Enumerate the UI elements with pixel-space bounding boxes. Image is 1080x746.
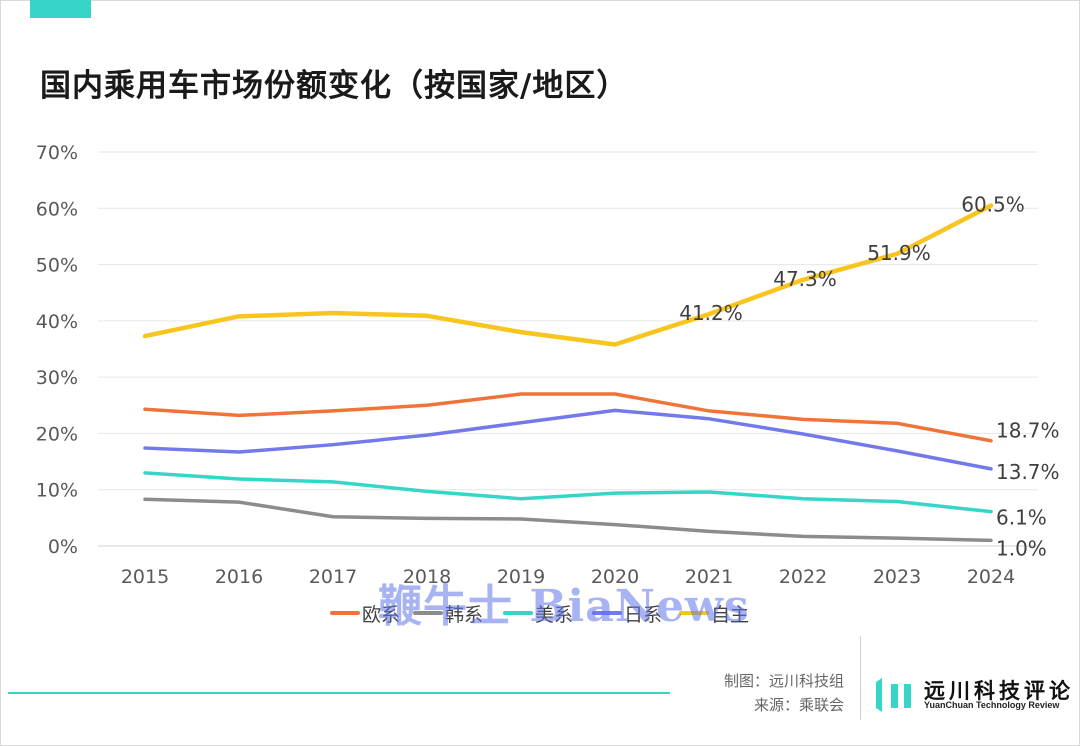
x-tick-label: 2017: [309, 566, 357, 588]
x-tick-label: 2018: [403, 566, 451, 588]
x-tick-label: 2016: [215, 566, 263, 588]
data-label: 41.2%: [679, 301, 743, 325]
data-label: 18.7%: [996, 419, 1060, 443]
data-label: 13.7%: [996, 460, 1060, 484]
data-label: 1.0%: [996, 536, 1047, 560]
legend-label: 自主: [711, 604, 749, 626]
series-line: [143, 392, 993, 443]
brand-english-name: YuanChuan Technology Review: [924, 700, 1060, 710]
legend-label: 欧系: [362, 604, 400, 626]
y-tick-label: 0%: [48, 536, 78, 558]
chart-title: 国内乘用车市场份额变化（按国家/地区）: [40, 68, 629, 104]
legend-label: 韩系: [445, 604, 483, 626]
x-tick-label: 2019: [497, 566, 545, 588]
brand-logo-icon: [876, 678, 911, 712]
y-tick-label: 10%: [36, 480, 78, 502]
footer-credits: 制图：远川科技组 来源：乘联会: [724, 669, 844, 717]
x-tick-label: 2024: [967, 566, 1015, 588]
footer-line: [8, 692, 670, 694]
watermark: 鞭牛士 BiaNews: [378, 581, 750, 632]
y-tick-label: 40%: [36, 311, 78, 333]
series-line: [143, 497, 993, 543]
x-tick-label: 2021: [685, 566, 733, 588]
footer-divider: [860, 636, 861, 720]
x-tick-label: 2023: [873, 566, 921, 588]
footer-made-by: 制图：远川科技组: [723, 672, 844, 690]
y-tick-label: 60%: [36, 198, 78, 220]
y-tick-label: 50%: [36, 255, 78, 277]
y-tick-label: 70%: [36, 142, 78, 164]
y-tick-label: 30%: [36, 367, 78, 389]
footer-source: 来源：乘联会: [753, 696, 844, 714]
series-line: [143, 408, 993, 471]
accent-bar: [30, 0, 91, 18]
legend-label: 美系: [535, 604, 573, 626]
x-tick-label: 2022: [779, 566, 827, 588]
brand-name: 远川科技评论: [924, 679, 1074, 703]
series-line: [143, 471, 993, 514]
x-tick-label: 2015: [121, 566, 169, 588]
data-label: 60.5%: [961, 192, 1025, 216]
data-label: 51.9%: [867, 241, 931, 265]
x-tick-label: 2020: [591, 566, 639, 588]
data-label: 47.3%: [773, 267, 837, 291]
y-tick-label: 20%: [36, 423, 78, 445]
series-line: [142, 203, 994, 347]
data-label: 6.1%: [996, 506, 1047, 530]
legend-label: 日系: [624, 604, 662, 626]
